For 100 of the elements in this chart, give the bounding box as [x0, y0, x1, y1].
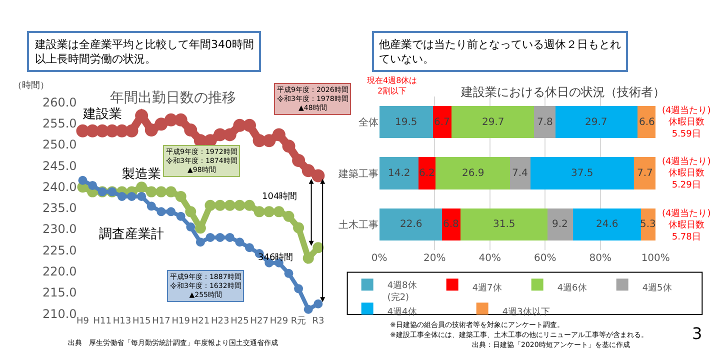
data-label: 6.6	[639, 117, 655, 128]
y-tick-label: 225.0	[42, 243, 77, 258]
point	[272, 128, 286, 142]
data-label: 7.7	[637, 168, 653, 179]
point	[284, 268, 294, 278]
text: (4週当たり) 休暇日数 5.29日	[662, 156, 711, 190]
bar	[452, 106, 534, 138]
legend-label: 4週8休 (完2)	[387, 280, 417, 303]
x-tick-label: R元	[290, 316, 306, 327]
x-tick-label: 40%	[478, 253, 501, 264]
data-label: 37.5	[571, 168, 594, 179]
bar	[634, 157, 656, 190]
point	[243, 118, 256, 132]
data-label: 9.2	[552, 219, 568, 230]
point	[204, 200, 216, 211]
point	[206, 232, 215, 242]
x-tick-label: H25	[230, 316, 249, 327]
point	[166, 186, 177, 198]
point	[136, 182, 148, 193]
point	[146, 202, 156, 211]
text: 3	[692, 324, 702, 343]
x-tick-label: H11	[93, 316, 112, 327]
point	[117, 192, 126, 201]
bar	[530, 157, 634, 190]
point	[312, 242, 324, 254]
point	[125, 124, 138, 138]
point	[312, 169, 325, 182]
x-tick-label: H29	[270, 316, 288, 327]
bar	[555, 106, 638, 138]
chart-title: 年間出勤日数の推移	[110, 90, 236, 106]
x-tick-label: 80%	[589, 253, 612, 264]
bar	[436, 157, 510, 190]
point	[88, 180, 98, 190]
bar	[379, 157, 419, 190]
x-tick-label: 20%	[423, 253, 446, 264]
bar	[548, 208, 574, 241]
point	[214, 200, 226, 211]
series-label: 調査産業計	[99, 226, 164, 242]
data-label: 31.5	[493, 219, 516, 230]
y-tick-label: 全体	[358, 116, 378, 129]
data-label: 19.5	[395, 117, 418, 128]
y-axis-title: （時間）	[13, 80, 49, 91]
bar	[460, 208, 548, 241]
point	[282, 140, 296, 153]
series-label: 製造業	[122, 167, 161, 182]
point	[223, 128, 236, 142]
bar	[534, 106, 556, 138]
chart-subtitle: 他産業では当たり前となっている週休２日もとれていない。	[379, 38, 621, 66]
point	[146, 186, 157, 198]
point	[254, 206, 265, 218]
x-tick-label: H17	[152, 316, 170, 327]
point	[185, 206, 196, 218]
point	[235, 238, 244, 247]
point	[293, 222, 304, 234]
bar	[418, 157, 436, 190]
point	[244, 200, 256, 211]
y-tick-label: 230.0	[42, 222, 77, 236]
y-tick-label: 245.0	[42, 158, 77, 173]
point	[166, 207, 176, 216]
data-label: 29.7	[585, 117, 608, 128]
point	[283, 210, 294, 222]
point	[184, 124, 198, 137]
point	[304, 304, 313, 314]
point	[264, 206, 275, 218]
x-tick-label: 100%	[641, 253, 670, 264]
data-label: 24.6	[596, 219, 618, 230]
bar	[433, 106, 452, 138]
y-tick-label: 250.0	[42, 138, 77, 152]
x-tick-label: H19	[172, 316, 190, 327]
point	[245, 243, 254, 252]
point	[176, 212, 186, 221]
y-tick-label: 240.0	[42, 180, 77, 194]
data-label: 7.8	[537, 117, 553, 128]
data-label: 6.2	[419, 168, 435, 179]
point	[156, 186, 167, 198]
x-tick-label: H23	[210, 316, 230, 327]
y-tick-label: 210.0	[42, 306, 77, 321]
point	[216, 232, 225, 242]
y-tick-label: 215.0	[42, 286, 77, 300]
text: (4週当たり) 休暇日数 5.78日	[662, 208, 711, 242]
y-tick-label: 建築工事	[337, 168, 378, 180]
point	[294, 284, 304, 294]
point	[154, 118, 168, 131]
x-tick-label: H15	[132, 316, 151, 327]
x-tick-label: 0%	[371, 253, 388, 264]
bar	[379, 106, 434, 138]
point	[292, 154, 306, 168]
bar	[573, 208, 641, 241]
text: (4週当たり) 休暇日数 5.59日	[662, 105, 711, 140]
y-tick-label: 220.0	[42, 264, 77, 279]
point	[156, 207, 166, 216]
point	[302, 164, 315, 178]
point	[137, 192, 146, 201]
data-label: 22.6	[400, 219, 422, 230]
x-tick-label: 60%	[534, 253, 556, 264]
point	[225, 232, 234, 242]
point	[273, 206, 284, 218]
point	[175, 190, 186, 202]
legend-label: 4週7休	[472, 282, 502, 294]
series-label: 建設業	[82, 107, 122, 122]
